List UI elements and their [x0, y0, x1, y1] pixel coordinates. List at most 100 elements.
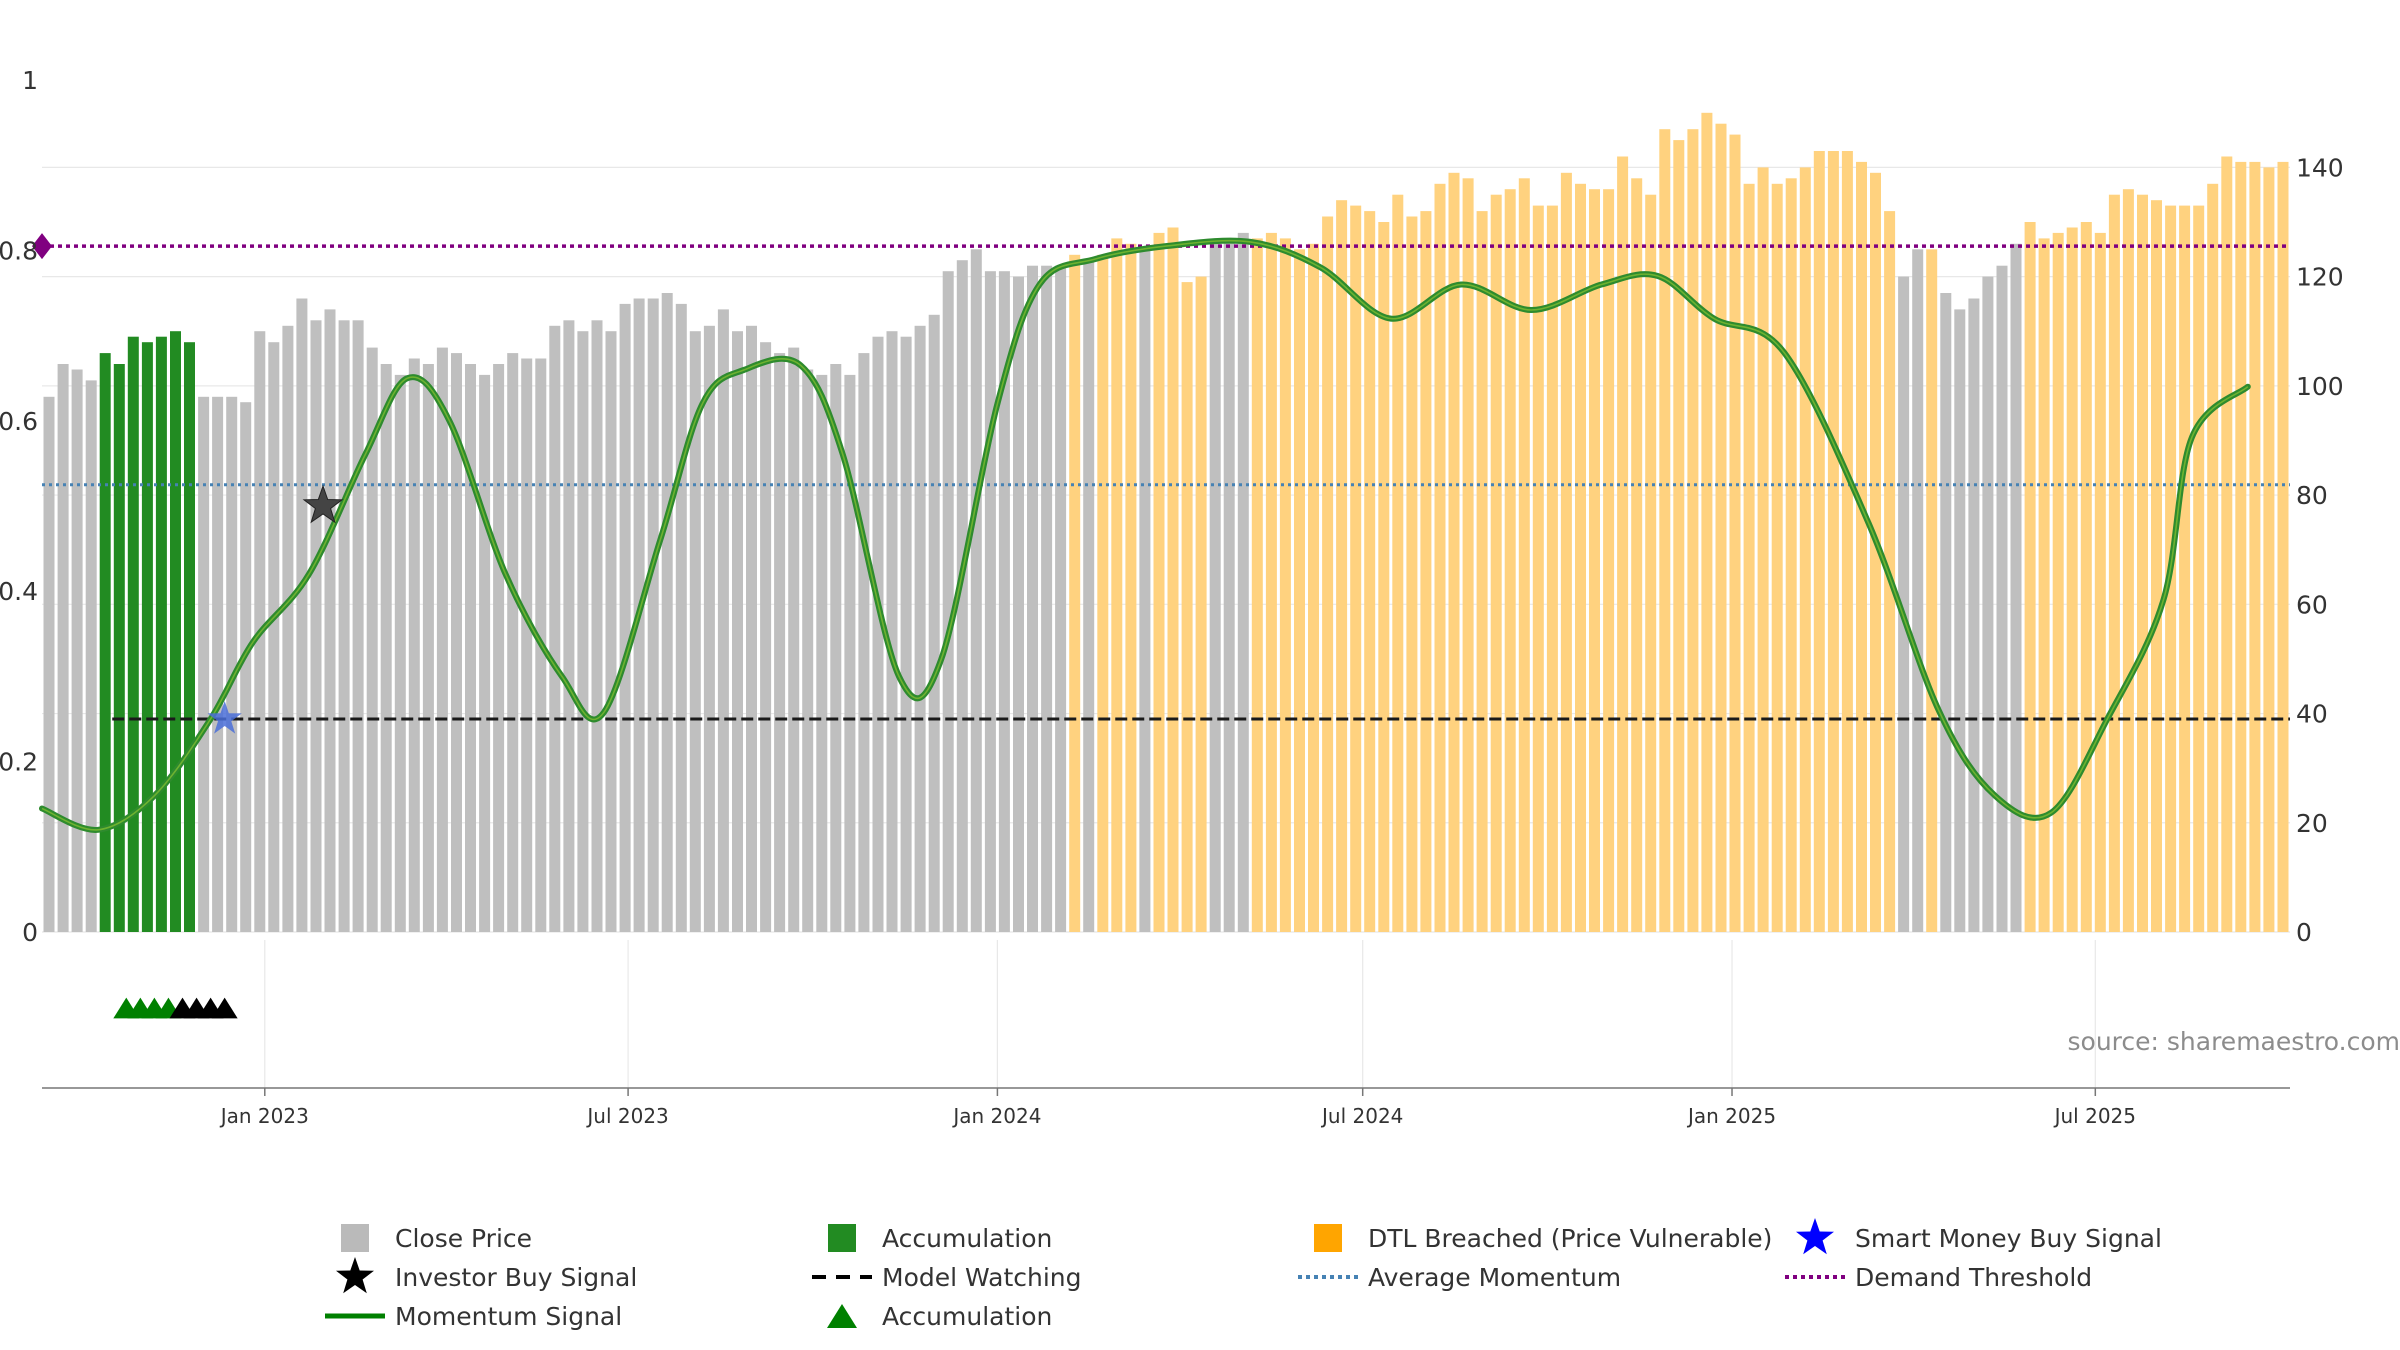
dtl-breached-bar	[1462, 178, 1474, 933]
x-tick-label: Jan 2023	[219, 1104, 309, 1128]
right-tick-label: 40	[2296, 700, 2328, 729]
dtl-breached-bar	[1532, 205, 1544, 933]
legend-label: Model Watching	[882, 1263, 1082, 1292]
close-price-bar	[296, 298, 308, 932]
legend-label: Momentum Signal	[395, 1302, 622, 1331]
legend-label: Demand Threshold	[1855, 1263, 2092, 1292]
close-price-bar	[900, 336, 912, 932]
right-tick-label: 140	[2296, 153, 2344, 182]
close-price-bar	[717, 309, 729, 932]
close-price-bar	[886, 331, 898, 932]
legend-item: Smart Money Buy Signal	[1796, 1218, 2162, 1255]
legend-square-symbol	[341, 1224, 369, 1252]
legend-item: Model Watching	[812, 1263, 1082, 1292]
close-price-bar	[563, 320, 575, 932]
close-price-bar	[240, 402, 252, 932]
legend-triangle-symbol	[827, 1304, 857, 1328]
legend-item: Close Price	[341, 1224, 532, 1253]
legend-item: DTL Breached (Price Vulnerable)	[1314, 1224, 1772, 1253]
dtl-breached-bar	[2080, 222, 2092, 932]
dtl-breached-bar	[1251, 238, 1263, 932]
close-price-bar	[591, 320, 603, 932]
close-price-bar	[394, 374, 406, 932]
dtl-breached-bar	[1518, 178, 1530, 933]
dtl-breached-bar	[1167, 227, 1179, 932]
x-tick-label: Jul 2025	[2053, 1104, 2136, 1128]
legend-square-symbol	[828, 1224, 856, 1252]
close-price-bar	[956, 260, 968, 932]
dtl-breached-bar	[1617, 156, 1629, 932]
close-price-bar	[1982, 276, 1994, 933]
close-price-bar	[310, 320, 322, 932]
close-price-bar	[493, 364, 505, 932]
close-price-bar	[1940, 293, 1952, 932]
close-price-bar	[1968, 298, 1980, 932]
close-price-bar	[338, 320, 350, 932]
dtl-breached-bar	[1111, 238, 1123, 932]
x-tick-label: Jan 2025	[1686, 1104, 1776, 1128]
accumulation-bar	[170, 331, 181, 932]
x-tick-label: Jul 2023	[585, 1104, 668, 1128]
close-price-bar	[198, 396, 210, 932]
legend-item: Momentum Signal	[325, 1302, 622, 1331]
close-price-bar	[619, 303, 631, 932]
legend-label: Average Momentum	[1368, 1263, 1621, 1292]
dtl-breached-bar	[2024, 222, 2036, 932]
dtl-breached-bar	[2277, 161, 2289, 932]
close-price-bar	[703, 325, 715, 932]
legend-label: Accumulation	[882, 1224, 1052, 1253]
x-tick-label: Jul 2024	[1320, 1104, 1403, 1128]
close-price-bar	[1912, 249, 1924, 933]
dtl-breached-bar	[1631, 178, 1643, 933]
close-price-bar	[802, 369, 814, 932]
close-price-bar	[1027, 265, 1038, 932]
dtl-breached-bar	[1687, 129, 1699, 932]
dtl-breached-bar	[1125, 243, 1137, 933]
right-tick-label: 0	[2296, 918, 2312, 947]
close-price-bar	[1209, 243, 1221, 933]
left-tick-label: 0.4	[0, 577, 38, 606]
dtl-breached-bar	[1701, 112, 1713, 933]
left-tick-label: 0	[22, 918, 38, 947]
close-price-bar	[380, 364, 392, 932]
axes: Jan 2023 Jul 2023 Jan 2024 Jul 2024 Jan 2025…	[0, 66, 2344, 1128]
dtl-breached-bar	[2249, 161, 2261, 932]
dtl-breached-bar	[1420, 211, 1432, 933]
dtl-breached-bar	[1097, 254, 1109, 933]
left-tick-label: 1	[22, 66, 38, 95]
dtl-breached-bar	[1659, 129, 1671, 932]
close-price-bar	[1223, 238, 1235, 932]
accumulation-triangle	[211, 997, 238, 1019]
left-tick-label: 0.6	[0, 407, 38, 436]
dtl-breached-bar	[1757, 167, 1769, 932]
right-tick-label: 60	[2296, 590, 2328, 619]
dtl-breached-bar	[1153, 232, 1165, 932]
legend-item: Average Momentum	[1298, 1263, 1621, 1292]
legend-star-symbol	[336, 1257, 374, 1294]
dtl-breached-bar	[1603, 189, 1615, 932]
close-price-bar	[830, 364, 842, 932]
x-tick-label: Jan 2024	[951, 1104, 1041, 1128]
dtl-breached-bar	[1322, 216, 1334, 932]
dtl-breached-bar	[1069, 254, 1081, 933]
legend-square-symbol	[1314, 1224, 1342, 1252]
dtl-breached-bar	[1771, 183, 1783, 933]
close-price-bar	[872, 336, 884, 932]
dtl-breached-bar	[2137, 194, 2148, 932]
dtl-breached-bar	[1406, 216, 1418, 932]
close-price-bar	[605, 331, 617, 932]
dtl-breached-bar	[1350, 205, 1362, 933]
legend-star-symbol	[1796, 1218, 1834, 1255]
dtl-breached-bar	[2052, 232, 2064, 932]
dtl-breached-bar	[1645, 194, 1657, 932]
dtl-breached-bar	[1589, 189, 1600, 932]
close-price-bar	[422, 364, 434, 932]
dtl-breached-bar	[1504, 189, 1516, 932]
dtl-breached-bar	[2066, 227, 2078, 932]
dtl-breached-bar	[1546, 205, 1558, 933]
dtl-breached-bar	[1856, 161, 1867, 932]
dtl-breached-bar	[1926, 249, 1938, 933]
demand-threshold-diamond	[32, 233, 52, 260]
close-price-bar	[2010, 243, 2022, 933]
close-price-bar	[324, 309, 336, 932]
